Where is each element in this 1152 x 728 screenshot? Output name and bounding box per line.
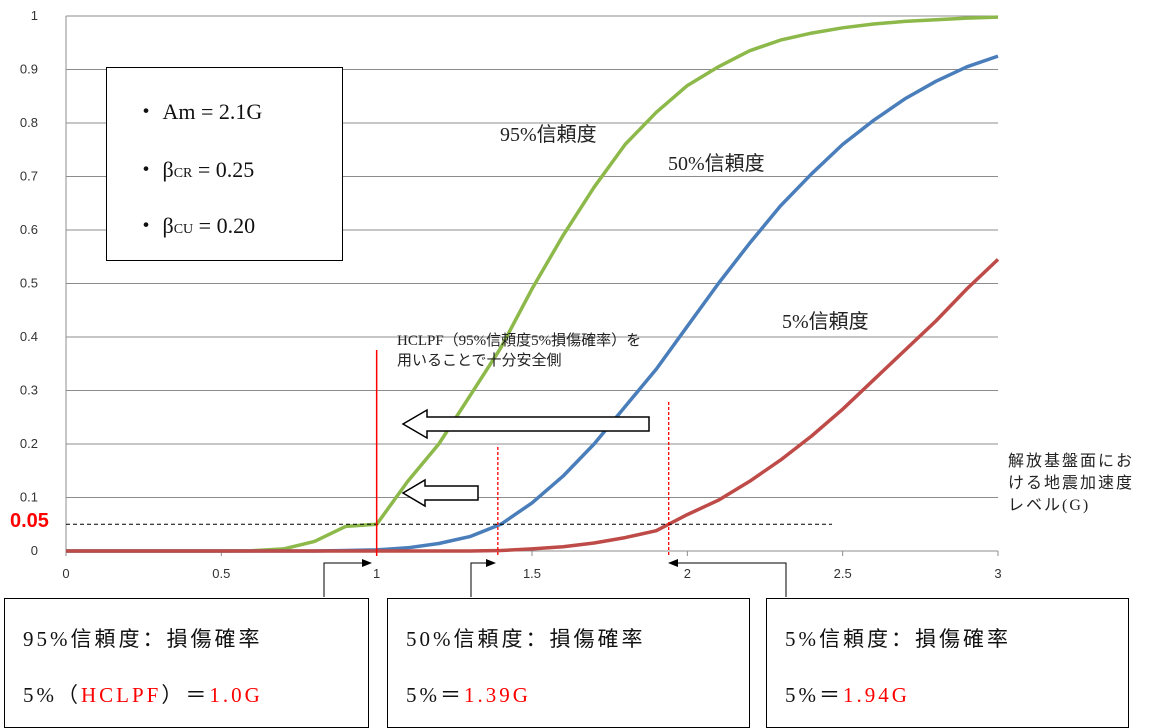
leader-95 [323,562,364,597]
y-tick-label: 0.2 [20,436,38,451]
result-95-line1: 95%信頼度：損傷確率 [23,627,263,651]
hclpf-note: HCLPF（95%信頼度5%損傷確率）を用いることで十分安全側 [397,333,642,369]
result-5-line1: 5%信頼度：損傷確率 [785,627,1011,651]
leader-95-head [362,559,372,567]
x-tick-label: 1 [373,566,380,581]
arrow-large [401,408,650,440]
annotations [66,350,832,597]
y-tick-label: 0.1 [20,490,38,505]
y-tick-label: 0.4 [20,329,38,344]
result-box-50: 50%信頼度：損傷確率 5%＝1.39G [387,598,750,728]
x-axis-note: 解放基盤面における地震加速度レベル(G) [1008,453,1135,514]
y-tick-label: 1 [31,8,38,23]
curve-label-5: 5%信頼度 [782,310,869,333]
y-tick-label: 0.7 [20,169,38,184]
fragility-curves [66,15,1000,553]
parameter-box: ・ Am = 2.1G ・ βCR = 0.25 ・ βCU = 0.20 [106,67,343,261]
series-line-2 [66,258,1000,553]
leader-50 [470,562,488,597]
param-beta-cu: ・ βCU = 0.20 [135,213,256,238]
result-95-line2: 5%（HCLPF）＝1.0G [23,683,263,707]
y-tick-label: 0 [31,543,38,558]
y-tick-label: 0.8 [20,115,38,130]
x-tick-label: 2.5 [834,566,852,581]
x-tick-label: 2 [684,566,691,581]
leader-5-head [668,559,678,567]
x-tick-label: 0.5 [212,566,230,581]
x-tick-label: 0 [62,566,69,581]
y-tick-label: 0.5 [20,276,38,291]
x-tick-label: 3 [994,566,1001,581]
curve-label-95: 95%信頼度 [500,123,597,146]
leader-5 [678,562,787,597]
arrow-small [401,478,479,508]
param-am: ・ Am = 2.1G [135,99,263,124]
y-tick-label: 0.3 [20,383,38,398]
y-tick-label: 0.9 [20,62,38,77]
param-beta-cr: ・ βCR = 0.25 [135,157,255,182]
result-5-line2: 5%＝1.94G [785,683,910,707]
result-50-line2: 5%＝1.39G [406,683,531,707]
result-box-95: 95%信頼度：損傷確率 5%（HCLPF）＝1.0G [4,598,369,728]
tick-labels: 0 0.1 0.2 0.3 0.4 0.5 0.6 0.7 0.8 0.9 1 0 0.5 1 1.5 2 2.… [20,8,1002,581]
leader-50-head [486,559,496,567]
result-50-line1: 50%信頼度：損傷確率 [406,627,646,651]
x-tick-label: 1.5 [523,566,541,581]
result-box-5: 5%信頼度：損傷確率 5%＝1.94G [766,598,1129,728]
y-tick-label: 0.6 [20,222,38,237]
threshold-label: 0.05 [10,510,49,532]
curve-label-50: 50%信頼度 [668,152,765,175]
